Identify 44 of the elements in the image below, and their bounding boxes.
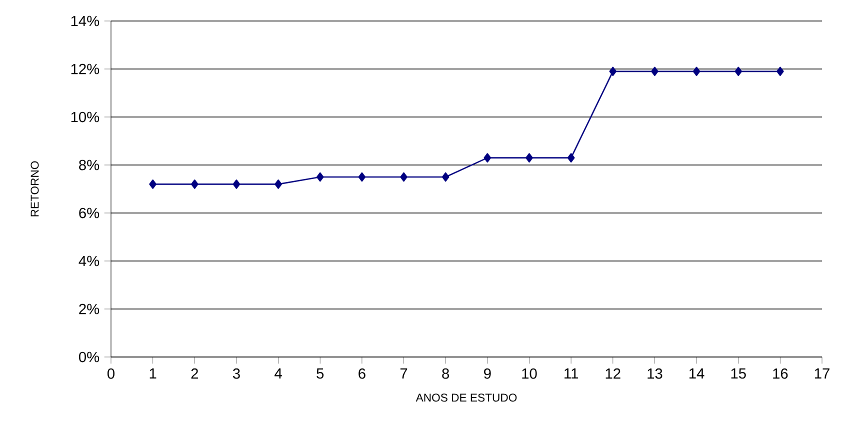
point	[316, 172, 324, 182]
point	[692, 66, 700, 76]
y-tick-label: 6%	[79, 208, 100, 218]
point	[651, 66, 658, 76]
x-tick-label: 5	[316, 368, 324, 379]
point	[776, 66, 784, 76]
point	[400, 172, 408, 182]
point	[190, 180, 198, 189]
y-tick-label: 0%	[78, 352, 100, 362]
point	[232, 180, 240, 189]
point	[442, 172, 450, 182]
y-axis-title: RETORNO	[30, 161, 39, 216]
x-tick-label: 6	[358, 368, 366, 379]
y-tick-label: 2%	[79, 304, 100, 314]
y-tick-label: 10%	[71, 112, 100, 122]
x-axis-title: ANOS DE ESTUDO	[416, 394, 517, 402]
point	[358, 172, 366, 182]
x-tick-label: 16	[773, 368, 788, 379]
y-tick-label: 12%	[71, 64, 100, 74]
x-tick-label: 2	[191, 368, 198, 379]
x-tick-label: 8	[442, 368, 450, 379]
x-tick-label: 17	[814, 368, 830, 378]
point	[149, 180, 156, 189]
point	[526, 153, 533, 162]
x-tick-label: 15	[731, 368, 746, 379]
x-tick-label: 9	[484, 368, 491, 379]
point	[609, 66, 617, 76]
y-tick-label: 8%	[79, 160, 100, 170]
point	[734, 66, 742, 76]
point	[274, 180, 282, 189]
y-tick-label: 4%	[78, 256, 100, 266]
x-tick-label: 7	[400, 368, 408, 378]
y-tick-label: 14%	[71, 16, 100, 26]
x-tick-label: 10	[522, 368, 537, 379]
x-tick-label: 12	[606, 368, 620, 379]
x-tick-label: 13	[648, 368, 662, 379]
point	[484, 153, 492, 162]
x-tick-label: 14	[689, 368, 704, 378]
x-tick-label: 1	[150, 368, 156, 378]
x-tick-label: 4	[274, 368, 282, 378]
x-tick-label: 3	[232, 368, 240, 379]
point	[567, 153, 575, 162]
x-tick-label: 11	[564, 368, 578, 378]
x-tick-label: 0	[107, 368, 114, 379]
